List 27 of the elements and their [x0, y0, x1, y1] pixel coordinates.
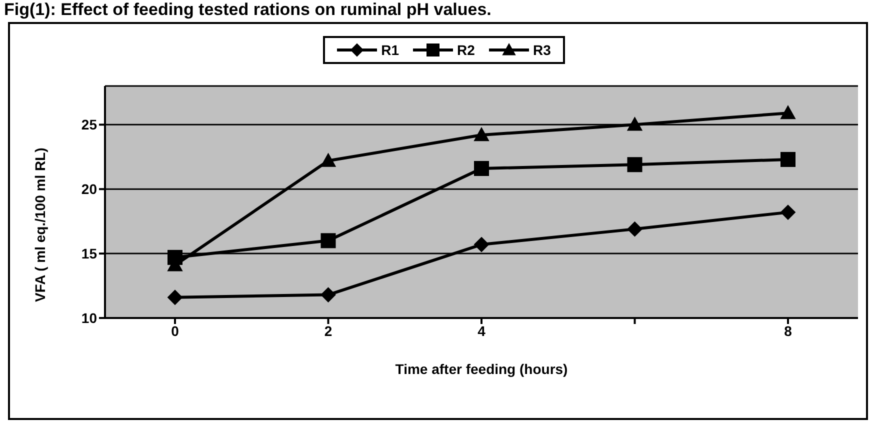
x-tick-label: 4 [478, 322, 486, 339]
point [168, 290, 182, 305]
y-tick-label: 20 [81, 181, 98, 198]
y-tick-label: 15 [81, 246, 98, 262]
point [780, 152, 796, 167]
chart-title: Fig(1): Effect of feeding tested rations on ruminal pH values. [4, 0, 492, 20]
x-tick-label: 8 [784, 322, 792, 339]
x-tick-label: 0 [171, 322, 180, 339]
point [780, 106, 796, 120]
y-tick-label: 25 [81, 116, 98, 133]
legend-label: R1 [380, 42, 400, 58]
x-tick-label: 2 [324, 322, 332, 339]
point [474, 127, 489, 142]
point [474, 160, 489, 176]
legend-label: R3 [532, 42, 551, 58]
y-axis-title: VFA ( ml eq./100 ml RL) [32, 148, 48, 302]
point [320, 287, 336, 302]
point [627, 222, 642, 237]
legend-label: R2 [456, 42, 475, 58]
y-tick-label: 10 [81, 310, 98, 326]
point [320, 153, 336, 167]
point [627, 157, 642, 172]
point [320, 233, 336, 248]
point [627, 117, 642, 131]
x-axis-title: Time after feeding (hours) [395, 361, 568, 377]
point [474, 237, 489, 252]
point [780, 204, 796, 220]
